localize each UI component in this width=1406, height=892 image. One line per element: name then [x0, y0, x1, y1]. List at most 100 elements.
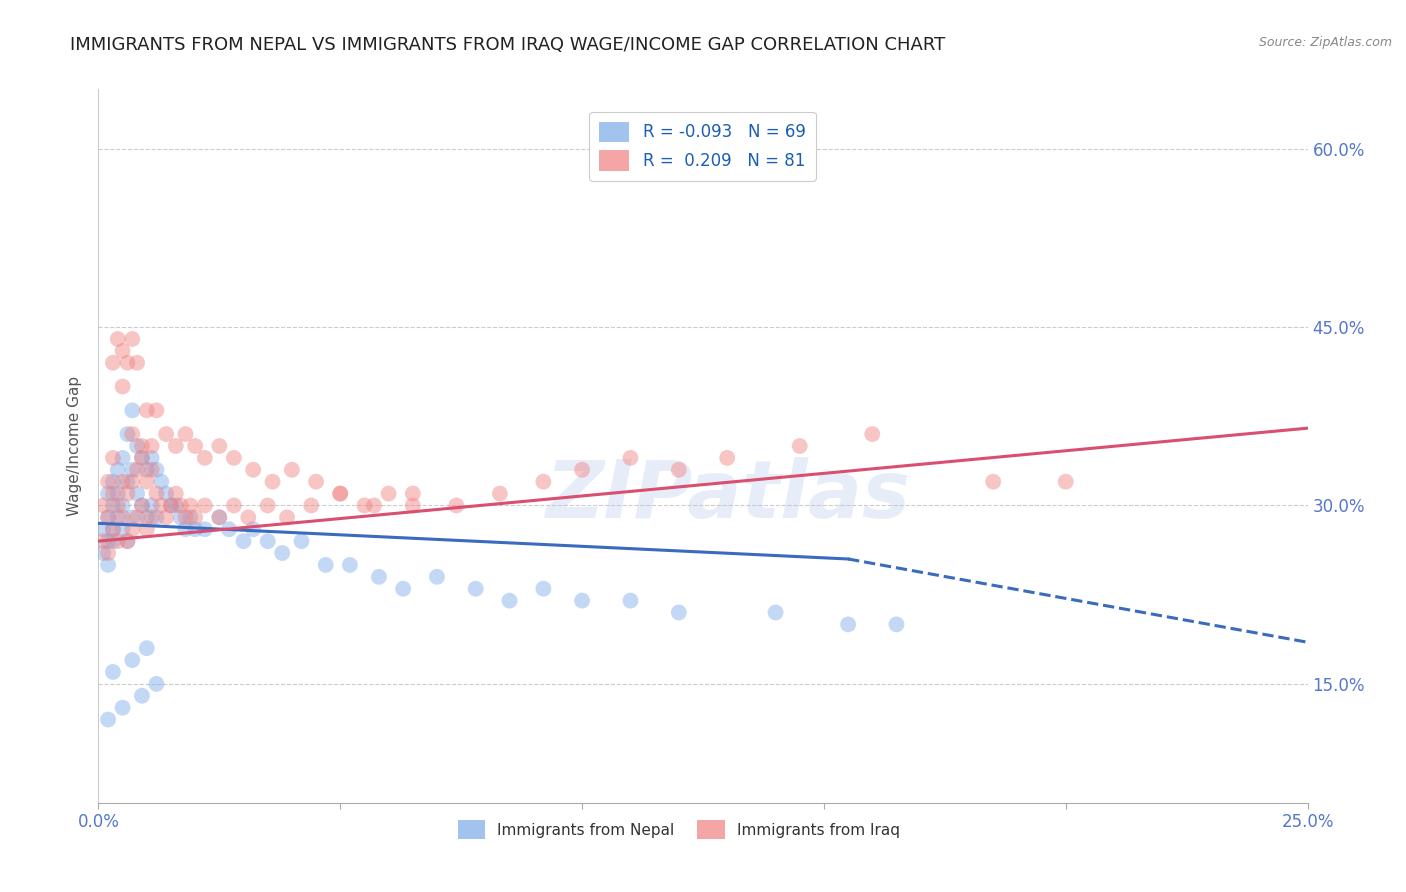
- Point: [194, 450, 217, 465]
- Point: [238, 510, 260, 524]
- Point: [131, 439, 153, 453]
- Point: [101, 486, 124, 500]
- Point: [160, 499, 183, 513]
- Point: [107, 486, 129, 500]
- Point: [131, 689, 153, 703]
- Point: [531, 582, 554, 596]
- Point: [169, 499, 191, 513]
- Point: [97, 475, 120, 489]
- Point: [107, 510, 129, 524]
- Text: Source: ZipAtlas.com: Source: ZipAtlas.com: [1258, 36, 1392, 49]
- Point: [174, 427, 197, 442]
- Point: [299, 499, 322, 513]
- Point: [97, 510, 120, 524]
- Point: [165, 439, 187, 453]
- Point: [329, 486, 352, 500]
- Point: [97, 546, 120, 560]
- Point: [101, 499, 124, 513]
- Point: [145, 510, 167, 524]
- Point: [117, 427, 139, 442]
- Point: [179, 499, 201, 513]
- Point: [131, 499, 153, 513]
- Point: [208, 510, 231, 524]
- Point: [184, 510, 207, 524]
- Point: [150, 475, 173, 489]
- Point: [329, 486, 352, 500]
- Point: [111, 522, 134, 536]
- Point: [97, 713, 120, 727]
- Point: [111, 343, 134, 358]
- Point: [121, 510, 143, 524]
- Point: [169, 510, 191, 524]
- Point: [222, 450, 245, 465]
- Point: [160, 499, 183, 513]
- Point: [194, 499, 217, 513]
- Point: [256, 499, 278, 513]
- Point: [242, 522, 264, 536]
- Point: [256, 534, 278, 549]
- Text: IMMIGRANTS FROM NEPAL VS IMMIGRANTS FROM IRAQ WAGE/INCOME GAP CORRELATION CHART: IMMIGRANTS FROM NEPAL VS IMMIGRANTS FROM…: [70, 36, 946, 54]
- Y-axis label: Wage/Income Gap: Wage/Income Gap: [67, 376, 83, 516]
- Point: [121, 427, 143, 442]
- Point: [145, 677, 167, 691]
- Point: [101, 522, 124, 536]
- Point: [141, 510, 163, 524]
- Point: [97, 534, 120, 549]
- Point: [127, 356, 149, 370]
- Point: [121, 653, 143, 667]
- Point: [97, 510, 120, 524]
- Point: [91, 534, 114, 549]
- Point: [107, 534, 129, 549]
- Point: [426, 570, 449, 584]
- Point: [150, 499, 173, 513]
- Point: [101, 522, 124, 536]
- Point: [315, 558, 337, 572]
- Point: [208, 439, 231, 453]
- Point: [117, 486, 139, 500]
- Point: [262, 475, 284, 489]
- Point: [97, 486, 120, 500]
- Text: ZIPatlas: ZIPatlas: [544, 457, 910, 535]
- Point: [111, 379, 134, 393]
- Point: [174, 522, 197, 536]
- Point: [489, 486, 512, 500]
- Point: [765, 606, 787, 620]
- Point: [121, 332, 143, 346]
- Point: [97, 558, 120, 572]
- Point: [127, 439, 149, 453]
- Point: [619, 450, 641, 465]
- Point: [117, 356, 139, 370]
- Point: [121, 403, 143, 417]
- Point: [571, 463, 593, 477]
- Point: [127, 486, 149, 500]
- Point: [121, 463, 143, 477]
- Point: [121, 522, 143, 536]
- Point: [155, 486, 177, 500]
- Point: [135, 475, 157, 489]
- Point: [194, 522, 217, 536]
- Point: [242, 463, 264, 477]
- Point: [135, 463, 157, 477]
- Point: [91, 499, 114, 513]
- Point: [135, 522, 157, 536]
- Point: [271, 546, 294, 560]
- Point: [131, 499, 153, 513]
- Point: [135, 641, 157, 656]
- Point: [111, 510, 134, 524]
- Point: [392, 582, 415, 596]
- Point: [222, 499, 245, 513]
- Point: [101, 534, 124, 549]
- Point: [91, 546, 114, 560]
- Point: [111, 499, 134, 513]
- Point: [127, 510, 149, 524]
- Point: [91, 522, 114, 536]
- Point: [886, 617, 908, 632]
- Point: [165, 499, 187, 513]
- Point: [111, 450, 134, 465]
- Point: [290, 534, 312, 549]
- Point: [716, 450, 738, 465]
- Point: [155, 427, 177, 442]
- Point: [107, 499, 129, 513]
- Point: [281, 463, 304, 477]
- Point: [131, 450, 153, 465]
